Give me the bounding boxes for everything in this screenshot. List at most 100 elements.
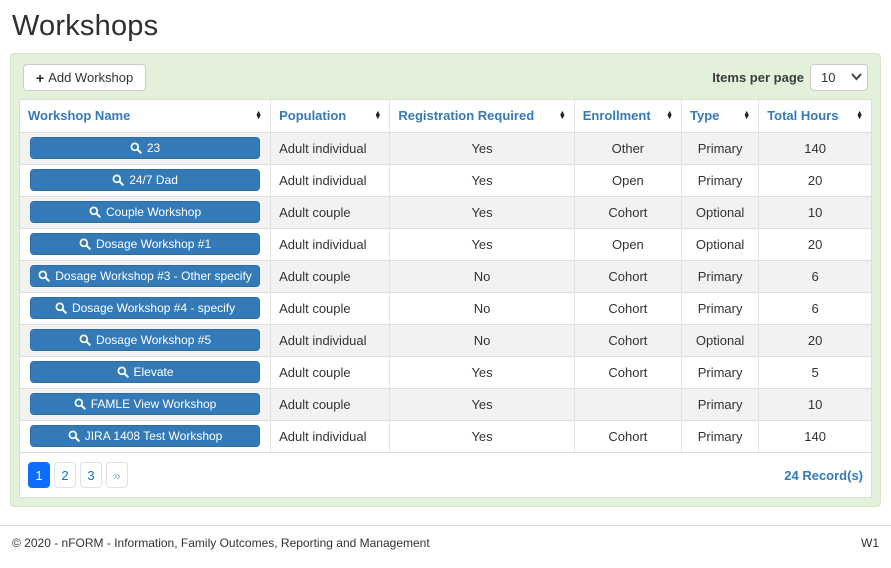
table-row: Dosage Workshop #5 Adult individual No C… xyxy=(20,323,871,356)
table-row: Dosage Workshop #3 - Other specify Adult… xyxy=(20,259,871,292)
workshop-detail-button[interactable]: Dosage Workshop #4 - specify xyxy=(30,297,261,319)
total-hours-cell: 5 xyxy=(758,355,871,388)
total-hours-cell: 140 xyxy=(758,419,871,452)
population-cell: Adult individual xyxy=(270,323,390,356)
registration-required-cell: Yes xyxy=(389,227,575,260)
pagination-next-button[interactable]: » xyxy=(106,462,128,488)
registration-required-cell: Yes xyxy=(389,355,575,388)
population-cell: Adult individual xyxy=(270,163,390,196)
column-header-total-hours[interactable]: Total Hours ▲ ▼ xyxy=(758,100,871,133)
population-cell: Adult individual xyxy=(270,131,390,164)
type-cell: Primary xyxy=(681,131,759,164)
total-hours-cell: 6 xyxy=(758,291,871,324)
type-cell: Primary xyxy=(681,163,759,196)
workshop-name-label: Couple Workshop xyxy=(105,205,202,219)
search-icon xyxy=(38,270,51,282)
column-header-type[interactable]: Type ▲ ▼ xyxy=(681,100,759,133)
population-cell: Adult couple xyxy=(270,291,390,324)
items-per-page-select[interactable]: 10 xyxy=(810,64,868,91)
workshop-detail-button[interactable]: JIRA 1408 Test Workshop xyxy=(30,425,261,448)
population-cell: Adult couple xyxy=(270,387,390,420)
type-cell: Primary xyxy=(681,419,759,452)
sort-icon: ▲ ▼ xyxy=(558,109,566,121)
registration-required-cell: No xyxy=(389,291,575,324)
table-row: JIRA 1408 Test Workshop Adult individual… xyxy=(20,419,871,452)
enrollment-cell: Cohort xyxy=(573,259,682,292)
type-cell: Primary xyxy=(681,291,759,324)
search-icon xyxy=(74,398,86,410)
population-cell: Adult couple xyxy=(270,259,390,292)
column-header-workshop-name[interactable]: Workshop Name ▲ ▼ xyxy=(20,100,271,133)
sort-icon: ▲ ▼ xyxy=(856,109,863,121)
type-cell: Optional xyxy=(681,323,759,356)
workshop-detail-button[interactable]: Dosage Workshop #5 xyxy=(30,329,261,351)
pagination: 1 2 3» xyxy=(28,462,128,488)
enrollment-cell: Open xyxy=(573,227,682,260)
workshop-detail-button[interactable]: Couple Workshop xyxy=(30,201,261,223)
workshop-detail-button[interactable]: Dosage Workshop #1 xyxy=(30,233,261,255)
total-hours-cell: 10 xyxy=(758,195,871,228)
table-row: 23 Adult individual Yes Other Primary 14… xyxy=(20,131,871,164)
workshop-name-label: Dosage Workshop #3 - Other specify xyxy=(55,269,252,283)
search-icon xyxy=(117,366,129,378)
workshop-name-label: JIRA 1408 Test Workshop xyxy=(84,429,223,444)
pagination-page-button[interactable]: 1 xyxy=(28,462,50,488)
registration-required-cell: Yes xyxy=(389,419,575,452)
total-hours-cell: 20 xyxy=(758,323,871,356)
sort-icon: ▲ ▼ xyxy=(255,109,263,121)
toolbar: + Add Workshop Items per page 10 xyxy=(19,62,872,99)
workshop-detail-button[interactable]: 24/7 Dad xyxy=(30,169,261,191)
workshops-panel: + Add Workshop Items per page 10 xyxy=(10,53,881,507)
add-workshop-label: Add Workshop xyxy=(48,70,134,85)
type-cell: Primary xyxy=(681,259,759,292)
table-row: Couple Workshop Adult couple Yes Cohort … xyxy=(20,195,871,228)
footer: © 2020 - nFORM - Information, Family Out… xyxy=(0,526,891,560)
total-hours-cell: 6 xyxy=(758,259,871,292)
add-workshop-button[interactable]: + Add Workshop xyxy=(23,64,147,91)
copyright-text: © 2020 - nFORM - Information, Family Out… xyxy=(12,536,430,550)
search-icon xyxy=(89,206,101,218)
search-icon xyxy=(112,174,124,186)
workshop-detail-button[interactable]: 23 xyxy=(30,137,261,159)
enrollment-cell: Cohort xyxy=(573,355,682,388)
version-label: W1 xyxy=(861,536,879,550)
table-row: Dosage Workshop #4 - specify Adult coupl… xyxy=(20,291,871,324)
search-icon xyxy=(79,334,91,346)
population-cell: Adult couple xyxy=(270,195,390,228)
pagination-page-button[interactable]: 3 xyxy=(80,462,102,488)
type-cell: Optional xyxy=(681,195,759,228)
registration-required-cell: Yes xyxy=(389,163,575,196)
enrollment-cell: Other xyxy=(573,131,682,164)
enrollment-cell: Cohort xyxy=(573,291,682,324)
workshop-name-label: 23 xyxy=(146,141,161,155)
pagination-page-button[interactable]: 2 xyxy=(54,462,76,488)
population-cell: Adult individual xyxy=(270,419,390,452)
plus-icon: + xyxy=(36,69,45,86)
column-header-registration-required[interactable]: Registration Required ▲ ▼ xyxy=(389,100,575,133)
column-header-enrollment[interactable]: Enrollment ▲ ▼ xyxy=(573,100,682,133)
registration-required-cell: No xyxy=(389,323,575,356)
workshops-table: Workshop Name ▲ ▼ Population ▲ ▼ Registratio… xyxy=(19,99,872,498)
total-hours-cell: 140 xyxy=(758,131,871,164)
workshop-detail-button[interactable]: Dosage Workshop #3 - Other specify xyxy=(30,265,261,287)
table-header-row: Workshop Name ▲ ▼ Population ▲ ▼ Registratio… xyxy=(20,100,871,133)
registration-required-cell: Yes xyxy=(389,387,575,420)
search-icon xyxy=(55,302,67,314)
type-cell: Primary xyxy=(681,387,759,420)
type-cell: Optional xyxy=(681,227,759,260)
table-row: 24/7 Dad Adult individual Yes Open Prima… xyxy=(20,163,871,196)
workshop-name-label: Dosage Workshop #5 xyxy=(95,333,212,347)
enrollment-cell: Cohort xyxy=(573,419,682,452)
workshop-detail-button[interactable]: FAMLE View Workshop xyxy=(30,393,261,415)
type-cell: Primary xyxy=(681,355,759,388)
workshop-name-label: FAMLE View Workshop xyxy=(90,397,217,411)
enrollment-cell: Cohort xyxy=(573,195,682,228)
registration-required-cell: Yes xyxy=(389,131,575,164)
search-icon xyxy=(68,430,80,442)
column-header-population[interactable]: Population ▲ ▼ xyxy=(270,100,390,133)
page-title: Workshops xyxy=(12,10,159,42)
workshop-name-label: Dosage Workshop #1 xyxy=(95,237,212,251)
workshop-detail-button[interactable]: Elevate xyxy=(30,361,261,383)
search-icon xyxy=(79,238,91,250)
registration-required-cell: No xyxy=(389,259,575,292)
